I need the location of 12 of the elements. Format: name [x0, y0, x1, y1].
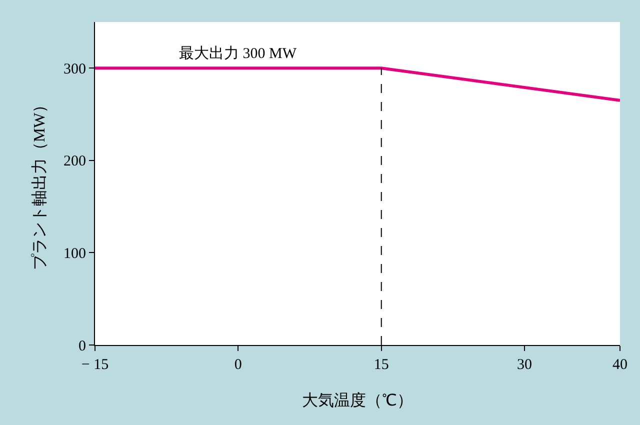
x-tick-label: − 15 [81, 357, 109, 373]
annotation: 最大出力 300 MW [179, 45, 298, 62]
y-tick-label: 100 [64, 246, 86, 262]
y-tick-label: 200 [64, 154, 86, 170]
x-tick-label: 0 [234, 357, 242, 373]
y-axis-title: プラント軸出力（MW） [30, 96, 48, 270]
x-tick-label: 30 [517, 357, 532, 373]
x-axis-title: 大気温度（℃） [302, 392, 413, 410]
x-tick-label: 15 [374, 357, 389, 373]
x-tick-label: 40 [612, 357, 628, 373]
y-tick-label: 300 [64, 61, 86, 78]
y-tick-label: 0 [78, 338, 86, 354]
